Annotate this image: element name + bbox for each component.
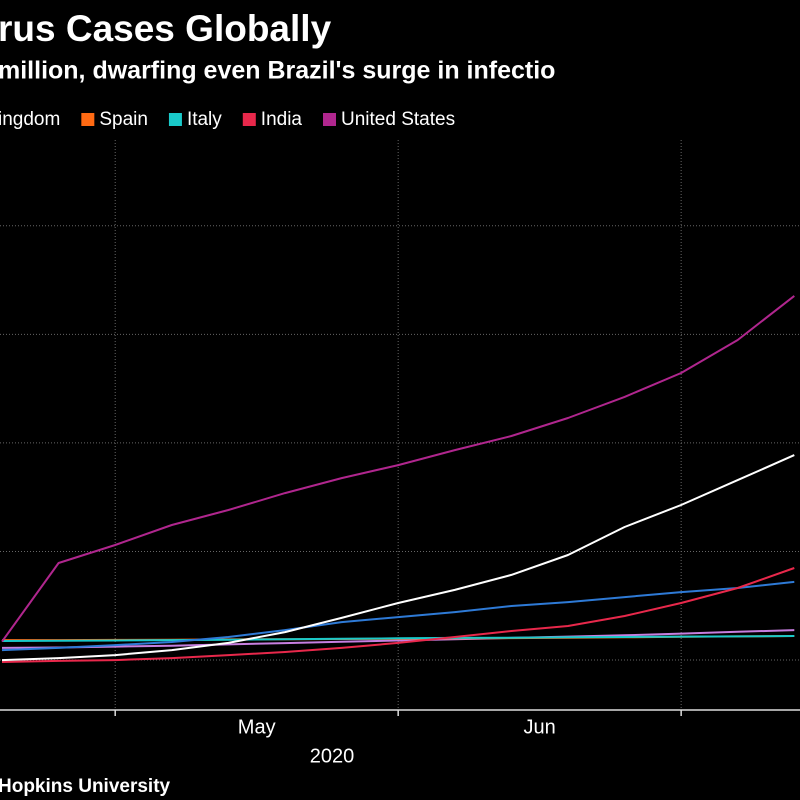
legend-swatch xyxy=(168,113,182,126)
legend: ingdom Spain Italy India United States xyxy=(0,109,455,130)
chart-subtitle: million, dwarfing even Brazil's surge in… xyxy=(0,57,555,85)
series-line xyxy=(1,629,795,649)
series-line xyxy=(1,580,795,652)
legend-label: India xyxy=(261,109,303,130)
x-tick-label: Jun xyxy=(524,716,556,738)
series-line xyxy=(1,295,795,643)
source: Hopkins University xyxy=(0,776,171,797)
legend-label: Spain xyxy=(99,109,148,130)
series-line xyxy=(1,567,795,663)
series-line xyxy=(1,454,795,662)
chart-title: rus Cases Globally xyxy=(0,8,332,49)
legend-label: United States xyxy=(341,109,455,130)
plot-area: May Jun xyxy=(0,140,800,738)
legend-swatch xyxy=(81,113,95,126)
series-line xyxy=(1,635,795,642)
x-axis-label: 2020 xyxy=(310,745,355,767)
legend-swatch xyxy=(242,113,256,126)
x-tick-label: May xyxy=(238,716,276,738)
legend-label: Italy xyxy=(187,109,222,130)
legend-swatch xyxy=(323,113,336,126)
legend-label: ingdom xyxy=(0,109,60,130)
